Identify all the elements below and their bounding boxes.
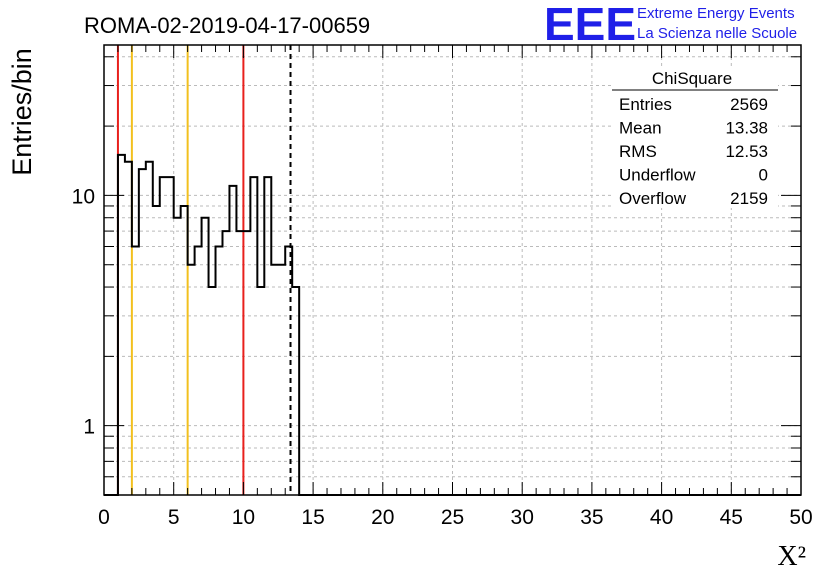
x-tick-label: 25 [441, 506, 464, 529]
axis-ticks: 0 5 10 15 20 25 30 35 40 45 50 1 10 [72, 45, 813, 529]
stats-label: Entries [619, 95, 672, 114]
x-tick-label: 5 [168, 506, 180, 529]
x-tick-label: 50 [789, 506, 812, 529]
logo-line-1: Extreme Energy Events [637, 5, 795, 22]
y-axis-label: Entries/bin [7, 48, 37, 176]
stats-label: RMS [619, 142, 657, 161]
x-tick-label: 20 [371, 506, 394, 529]
stats-label: Underflow [619, 166, 696, 185]
logo-mark: EEE [544, 0, 636, 50]
x-tick-label: 40 [650, 506, 673, 529]
stats-box: ChiSquare Entries 2569 Mean 13.38 RMS 12.53 Un… [612, 66, 778, 208]
stats-value: 0 [759, 166, 768, 185]
stats-title: ChiSquare [652, 69, 732, 88]
x-tick-label: 30 [511, 506, 534, 529]
stats-value: 2159 [730, 189, 768, 208]
stats-label: Overflow [619, 189, 687, 208]
y-tick-label: 1 [83, 416, 95, 439]
x-tick-label: 10 [232, 506, 255, 529]
logo-line-2: La Scienza nelle Scuole [637, 25, 797, 42]
x-tick-label: 45 [720, 506, 743, 529]
x-tick-label: 15 [301, 506, 324, 529]
stats-value: 2569 [730, 95, 768, 114]
stats-value: 12.53 [725, 142, 768, 161]
chart-title: ROMA-02-2019-04-17-00659 [84, 13, 370, 38]
stats-label: Mean [619, 119, 662, 138]
x-tick-label: 35 [580, 506, 603, 529]
grid [104, 45, 801, 495]
x-axis-label: X² [777, 541, 806, 572]
x-tick-label: 0 [98, 506, 110, 529]
stats-value: 13.38 [725, 119, 768, 138]
eee-logo: EEE Extreme Energy Events La Scienza nel… [544, 0, 797, 50]
y-tick-label: 10 [72, 185, 95, 208]
